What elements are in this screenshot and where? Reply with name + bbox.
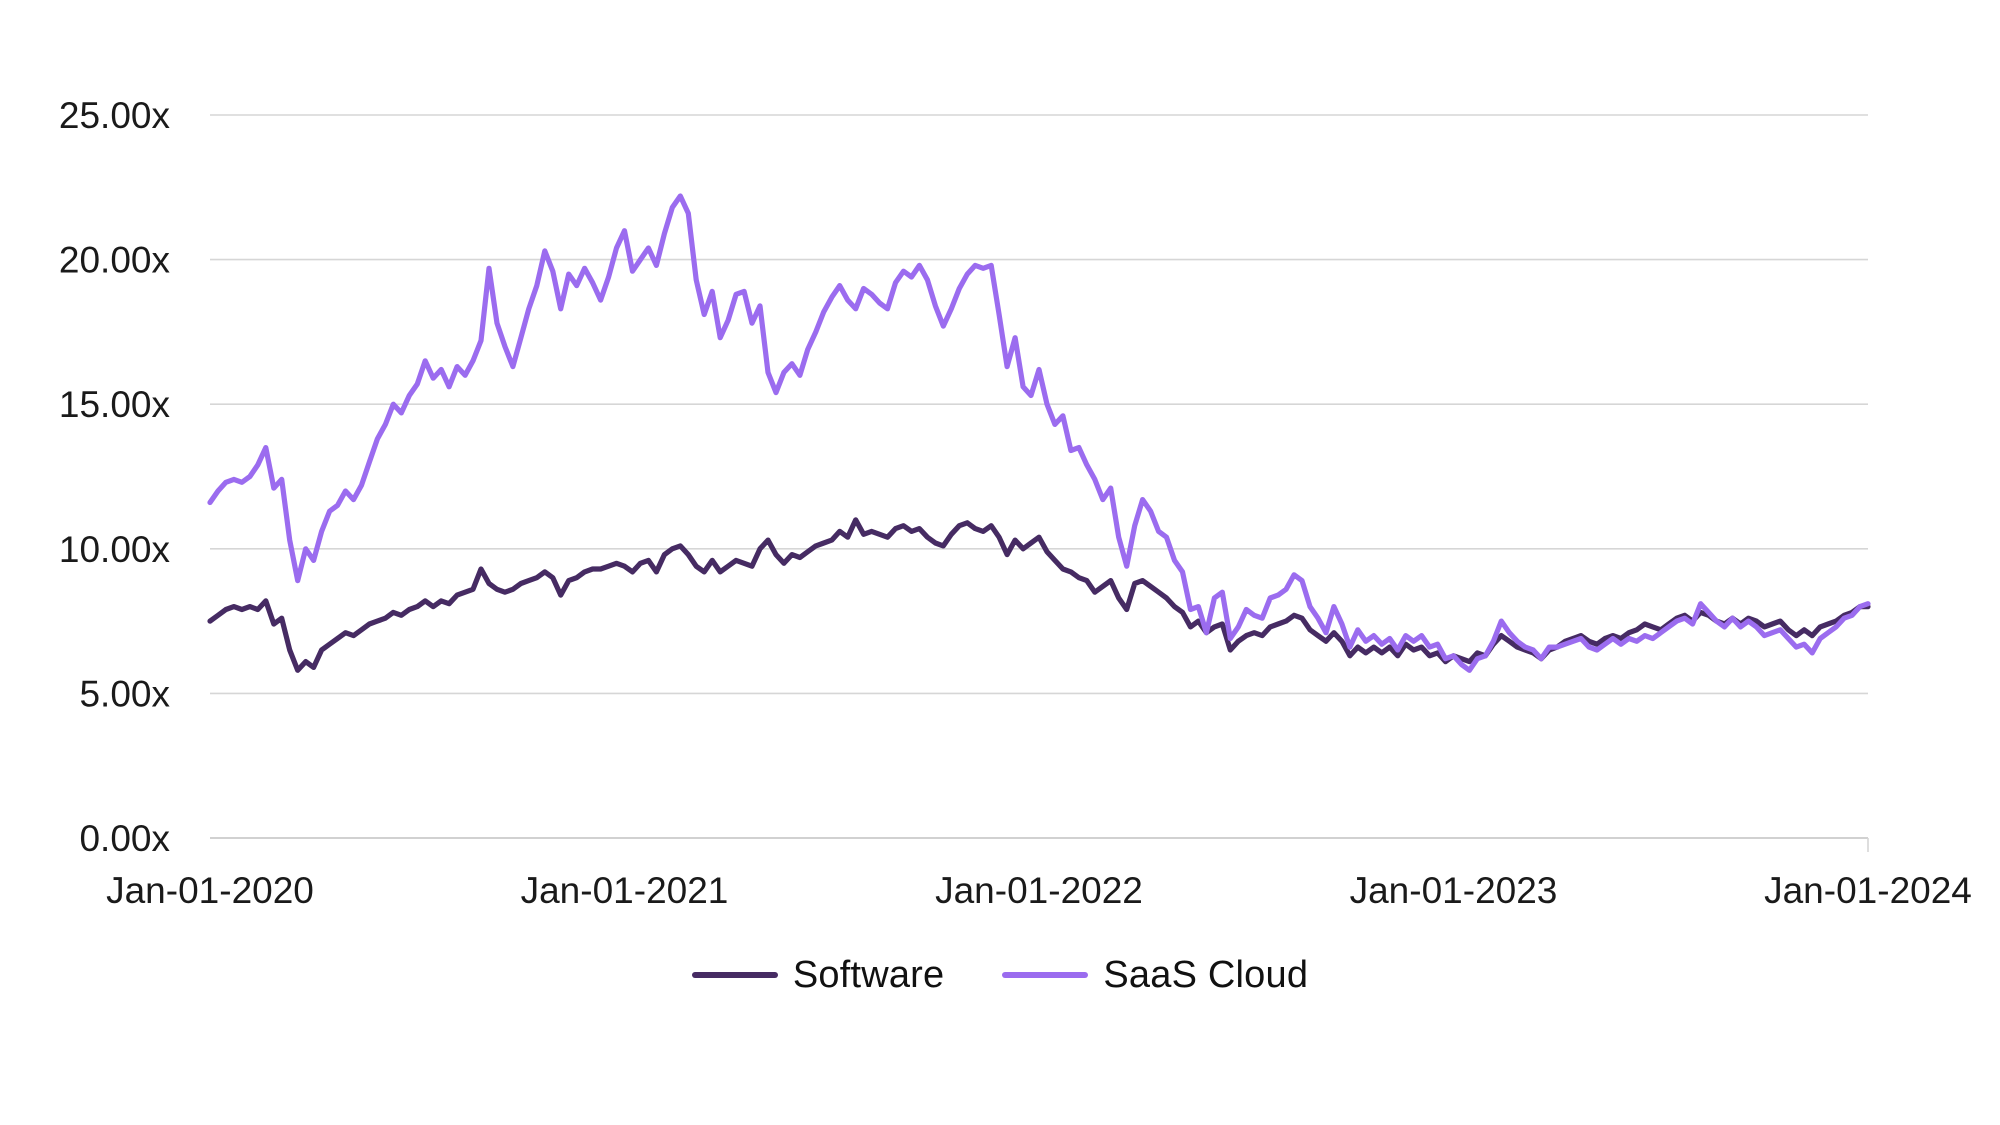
x-tick-label: Jan-01-2020	[106, 870, 314, 911]
x-tick-label: Jan-01-2023	[1350, 870, 1558, 911]
x-tick-label: Jan-01-2024	[1764, 870, 1972, 911]
y-tick-label: 5.00x	[79, 673, 170, 714]
legend-item-software: Software	[691, 954, 945, 996]
legend: Software SaaS Cloud	[0, 956, 2000, 994]
software-line-swatch	[691, 972, 778, 978]
x-tick-label: Jan-01-2021	[521, 870, 729, 911]
y-tick-label: 20.00x	[59, 240, 171, 281]
legend-label-saas-cloud: SaaS Cloud	[1103, 954, 1309, 996]
y-tick-label: 10.00x	[59, 529, 171, 570]
saas-cloud-line-swatch	[1002, 972, 1089, 978]
legend-item-saas-cloud: SaaS Cloud	[1002, 956, 1308, 994]
saas-cloud-line	[207, 193, 1871, 673]
x-tick-label: Jan-01-2022	[935, 870, 1143, 911]
y-tick-label: 25.00x	[59, 95, 171, 136]
y-tick-label: 0.00x	[79, 818, 170, 859]
software-line	[207, 517, 1871, 673]
y-tick-label: 15.00x	[59, 384, 171, 425]
legend-label-software: Software	[792, 954, 945, 996]
